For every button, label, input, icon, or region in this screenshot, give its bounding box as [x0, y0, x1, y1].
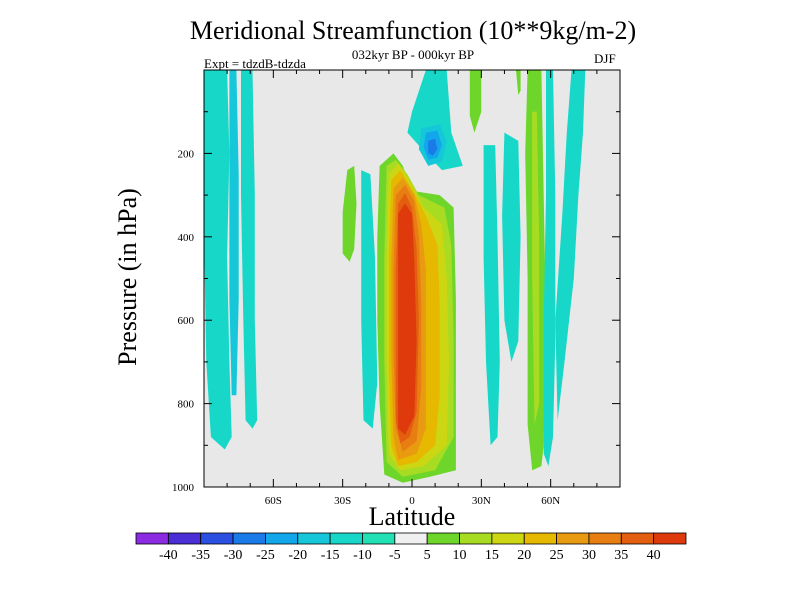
colorbar-swatch [200, 532, 234, 545]
y-tick-label: 1000 [172, 482, 195, 494]
colorbar-swatch [588, 532, 622, 545]
colorbar-swatch [232, 532, 266, 545]
contour-cyan-sliver-s [361, 170, 378, 429]
contour-cyan-core-3 [428, 138, 438, 156]
y-tick-label: 600 [178, 315, 195, 327]
experiment-label: Expt = tdzdB-tdzda [204, 56, 306, 71]
colorbar-label: -25 [256, 548, 275, 563]
colorbar-swatch [167, 532, 202, 545]
colorbar-label: 10 [453, 548, 467, 563]
colorbar-swatch [523, 532, 557, 545]
colorbar-swatch [265, 532, 299, 545]
y-tick-label: 400 [178, 232, 195, 244]
x-tick-label: 0 [409, 495, 415, 507]
colorbar-swatch [653, 532, 687, 545]
colorbar-swatch [491, 532, 525, 545]
colorbar-swatch [556, 532, 590, 545]
contour-cyan-sliver-n2 [502, 132, 521, 362]
contour-cyan-sliver-n1 [483, 145, 500, 446]
colorbar-label: 35 [614, 548, 628, 563]
season-label: DJF [594, 51, 616, 66]
x-tick-label: 30N [472, 495, 491, 507]
contour-tropical-40 [398, 203, 417, 435]
contour-green-cap-n [469, 70, 482, 133]
colorbar-swatch [329, 532, 363, 545]
contour-cyan-n4 [555, 70, 586, 421]
colorbar-swatch [297, 532, 331, 545]
colorbar-label: 40 [647, 548, 661, 563]
y-tick-label: 800 [178, 399, 195, 411]
contour-green-n1 [516, 70, 521, 95]
y-tick-label: 200 [178, 148, 195, 160]
colorbar-label: -40 [159, 548, 178, 563]
contour-cyan-n3 [543, 70, 556, 467]
x-tick-label: 60S [265, 495, 282, 507]
colorbar-label: -35 [191, 548, 210, 563]
colorbar-label: -10 [353, 548, 372, 563]
x-tick-label: 30S [334, 495, 351, 507]
colorbar-label: -5 [389, 548, 401, 563]
contour-green-sliver-s [342, 165, 357, 262]
colorbar-label: 30 [582, 548, 596, 563]
colorbar-label: -20 [288, 548, 307, 563]
contour-green-n2-inner [532, 111, 540, 425]
contour-sh-band-b [241, 70, 258, 429]
colorbar-swatch [459, 532, 493, 545]
x-axis-label: Latitude [368, 502, 456, 531]
x-tick-label: 60N [541, 495, 560, 507]
colorbar-label: 25 [550, 548, 564, 563]
colorbar-swatch [135, 532, 169, 545]
colorbar-label: -30 [224, 548, 243, 563]
colorbar-swatch [620, 532, 655, 545]
colorbar-label: 15 [485, 548, 499, 563]
colorbar-label: 20 [517, 548, 531, 563]
contour-fills [204, 70, 586, 483]
contour-sh-band-a [204, 70, 232, 450]
colorbar-swatch [362, 532, 396, 545]
colorbar-swatch [426, 532, 460, 545]
chart-subtitle: 032kyr BP - 000kyr BP [351, 47, 475, 62]
colorbar-label: -15 [321, 548, 340, 563]
colorbar-swatch [394, 532, 428, 545]
colorbar-label: 5 [424, 548, 431, 563]
chart-title: Meridional Streamfunction (10**9kg/m-2) [189, 16, 637, 45]
contour-sh-band-c [229, 70, 239, 396]
